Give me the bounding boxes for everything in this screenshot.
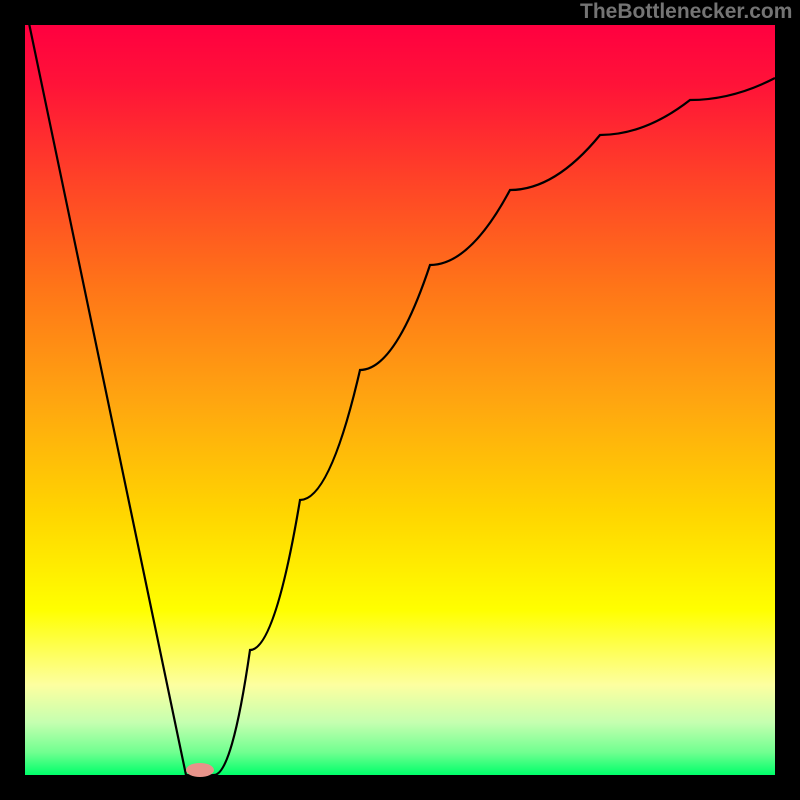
chart-svg [0, 0, 800, 800]
watermark-text: TheBottlenecker.com [580, 0, 792, 24]
bottleneck-chart: TheBottlenecker.com [0, 0, 800, 800]
border-right [775, 0, 800, 800]
plot-background [25, 25, 775, 775]
border-bottom [0, 775, 800, 800]
border-left [0, 0, 25, 800]
optimal-marker [186, 763, 214, 777]
